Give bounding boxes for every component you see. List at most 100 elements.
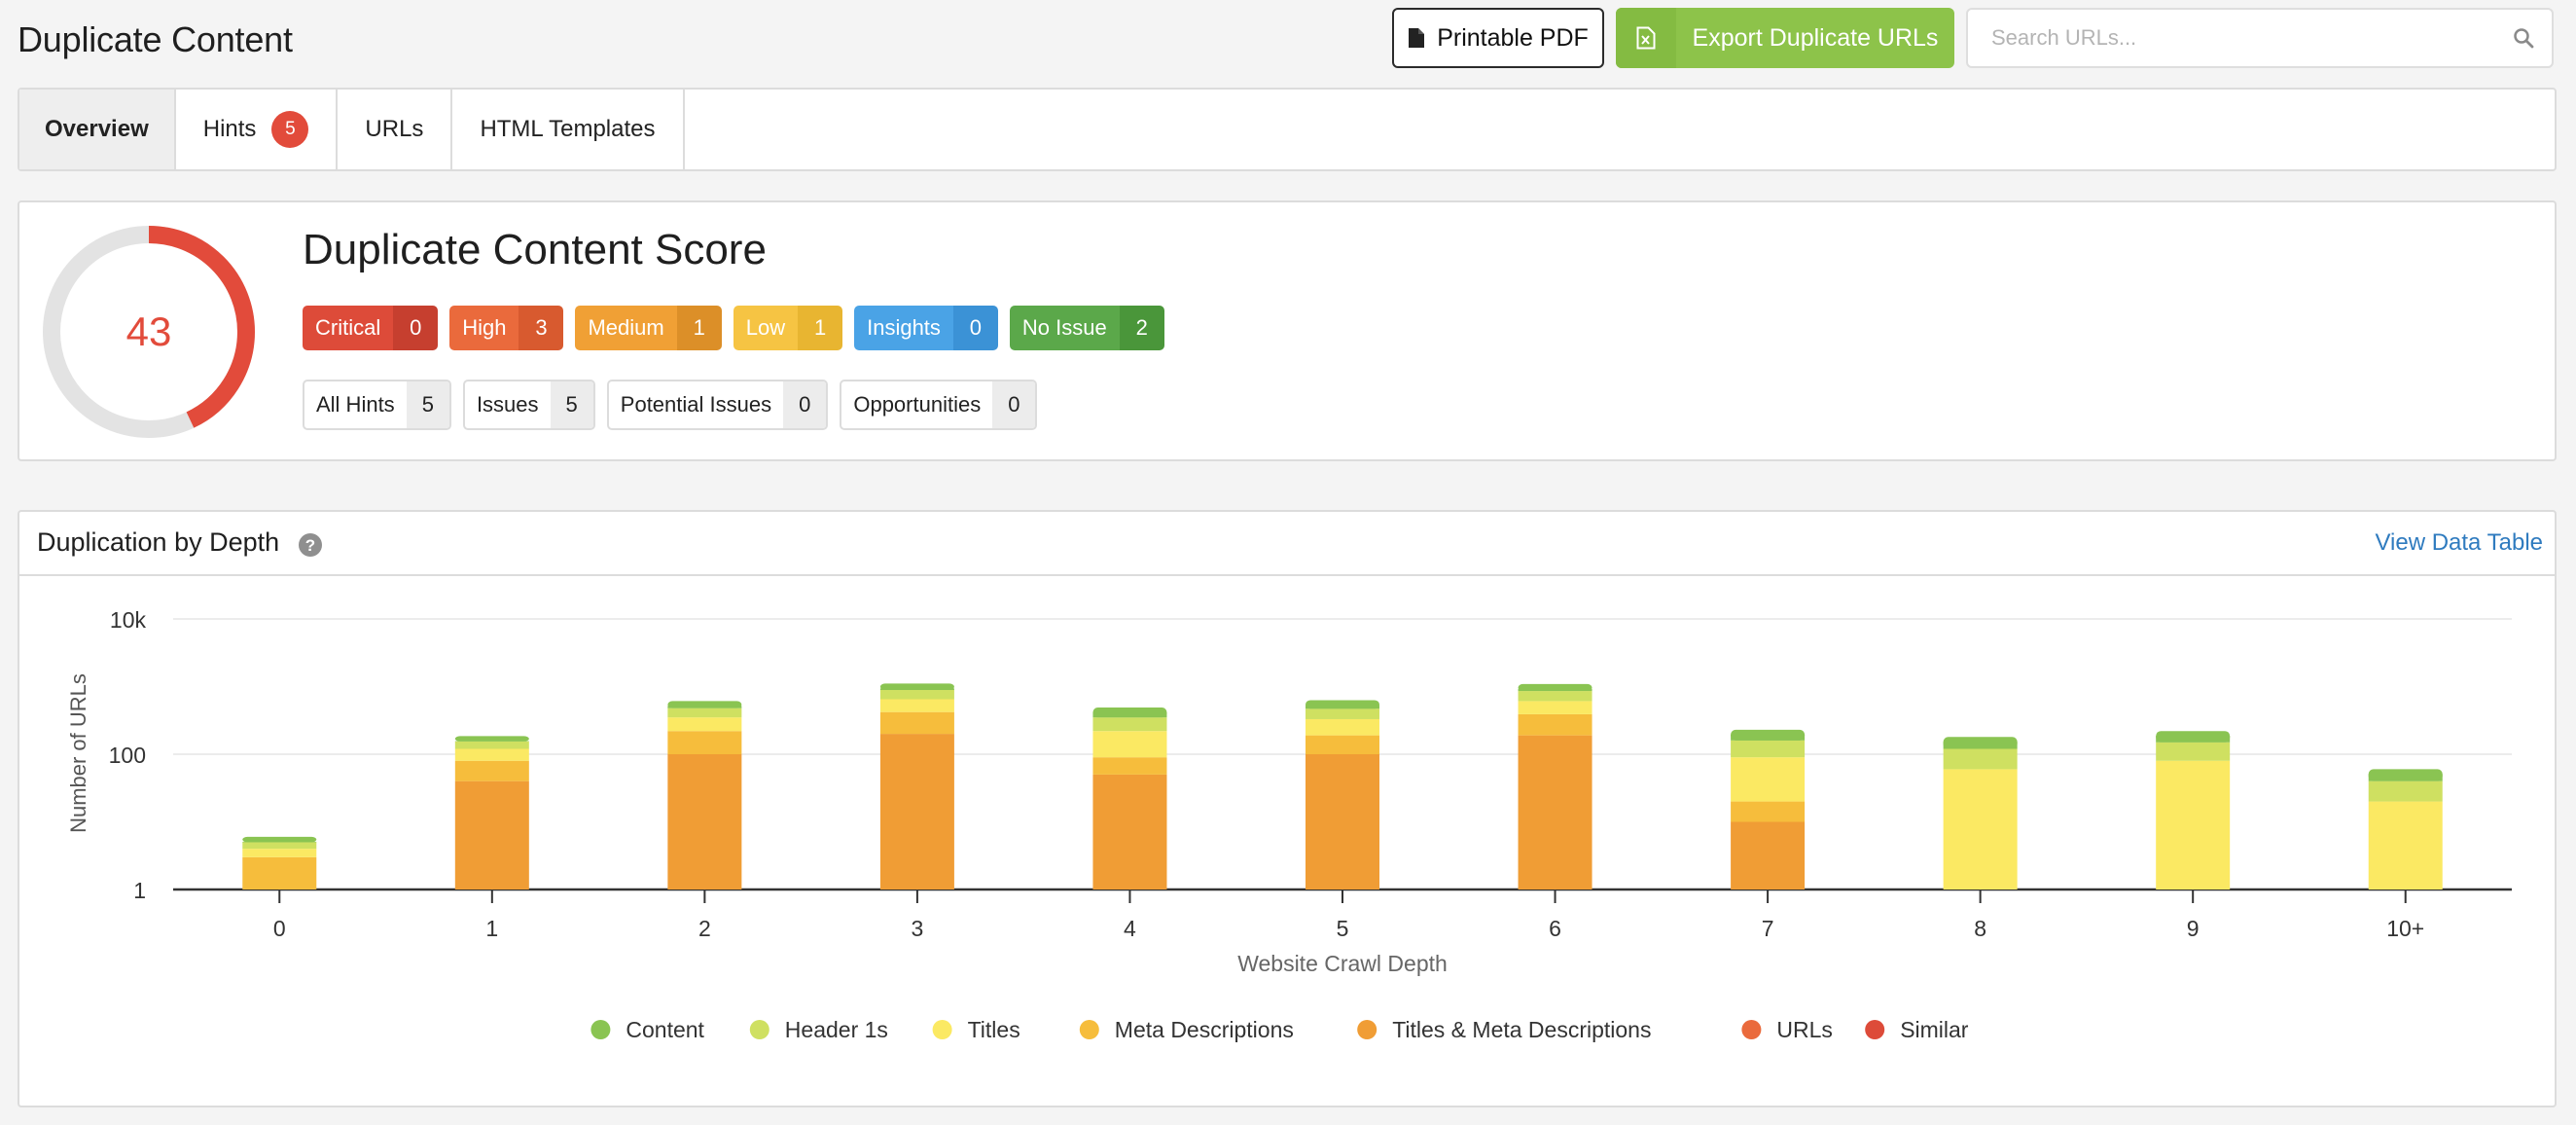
legend-swatch [749, 1020, 769, 1039]
bar-segment [667, 717, 742, 732]
severity-label: No Issue [1009, 306, 1120, 350]
bar-segment [667, 754, 742, 889]
hint-filter-issues[interactable]: Issues 5 [462, 380, 595, 430]
printable-pdf-button[interactable]: Printable PDF [1392, 8, 1604, 68]
severity-count: 0 [952, 306, 998, 350]
tab-hints[interactable]: Hints 5 [176, 90, 339, 169]
x-tick-label: 9 [2187, 916, 2200, 941]
hint-type-filters: All Hints 5 Issues 5 Potential Issues 0 Opport… [303, 380, 1038, 430]
bar-segment [1518, 735, 1592, 889]
x-tick-label: 7 [1762, 916, 1774, 941]
score-ring [43, 226, 255, 438]
legend-swatch [1357, 1020, 1377, 1039]
file-icon [1409, 28, 1425, 48]
severity-count: 2 [1119, 306, 1164, 350]
x-axis-title: Website Crawl Depth [1237, 951, 1448, 976]
legend-item: Similar [1900, 1017, 1969, 1042]
score-arc [43, 226, 255, 438]
bar-segment [2156, 736, 2231, 743]
bar-segment [667, 731, 742, 754]
excel-file-icon [1616, 8, 1676, 68]
severity-low-filter[interactable]: Low 1 [733, 306, 843, 350]
bar-segment [1306, 718, 1379, 736]
hint-filter-count: 0 [783, 381, 827, 428]
tab-overview[interactable]: Overview [19, 90, 176, 169]
bar-segment [879, 688, 954, 691]
legend-item: Header 1s [785, 1017, 888, 1042]
bar-segment [1731, 821, 1806, 889]
tab-urls[interactable]: URLs [338, 90, 453, 169]
y-tick-label: 100 [109, 743, 146, 768]
duplication-chart: 1 100 10k Number of URLs 0 1 2 3 4 5 6 7 8 9 10+ Websit… [66, 607, 2512, 1042]
bar-segment [242, 856, 317, 889]
x-tick-label: 4 [1124, 916, 1136, 941]
legend-swatch [590, 1020, 611, 1039]
bar-segment [1943, 742, 2018, 749]
svg-text:?: ? [305, 536, 315, 555]
score-title: Duplicate Content Score [303, 226, 767, 273]
tab-html-templates[interactable]: HTML Templates [452, 90, 685, 169]
bar-segment [454, 741, 529, 749]
tab-html-templates-label: HTML Templates [480, 116, 656, 142]
tab-bar: Overview Hints 5 URLs HTML Templates [18, 88, 2557, 171]
tab-overview-label: Overview [45, 116, 149, 142]
severity-critical-filter[interactable]: Critical 0 [303, 306, 439, 350]
bar-segment [1731, 740, 1806, 758]
hint-filter-potential-issues[interactable]: Potential Issues 0 [606, 380, 829, 430]
severity-count: 0 [393, 306, 439, 350]
x-tick-label: 10+ [2386, 916, 2424, 941]
severity-label: Low [733, 306, 799, 350]
search-box [1966, 8, 2554, 68]
x-tick-label: 1 [485, 916, 498, 941]
search-input[interactable] [1989, 24, 2513, 52]
legend-item: Meta Descriptions [1115, 1017, 1294, 1042]
bar-segment [879, 711, 954, 735]
bar-segment [1518, 713, 1592, 736]
severity-label: High [449, 306, 519, 350]
severity-label: Insights [854, 306, 953, 350]
x-tick-label: 2 [698, 916, 711, 941]
bar-segment [2156, 742, 2231, 761]
bar-segment [454, 736, 529, 742]
y-tick-label: 1 [133, 878, 146, 903]
bar-segment [1518, 688, 1592, 692]
bar-segment [1306, 708, 1379, 719]
severity-high-filter[interactable]: High 3 [449, 306, 564, 350]
export-duplicate-urls-button[interactable]: Export Duplicate URLs [1616, 8, 1954, 68]
severity-insights-filter[interactable]: Insights 0 [854, 306, 998, 350]
legend-item: Titles [968, 1017, 1020, 1042]
bar-segment [879, 734, 954, 889]
search-icon[interactable] [2513, 27, 2534, 49]
hint-filter-count: 5 [550, 381, 593, 428]
score-card: 43 Duplicate Content Score Critical 0 High… [18, 200, 2557, 461]
bar-segment [1518, 691, 1592, 702]
hint-filter-all-hints[interactable]: All Hints 5 [303, 380, 451, 430]
bar-segment [1731, 734, 1806, 741]
severity-count: 1 [676, 306, 722, 350]
legend-swatch [1079, 1020, 1099, 1039]
printable-pdf-label: Printable PDF [1437, 23, 1589, 52]
legend-swatch [932, 1020, 952, 1039]
bar-segment [879, 690, 954, 700]
severity-medium-filter[interactable]: Medium 1 [575, 306, 722, 350]
export-duplicate-urls-label: Export Duplicate URLs [1692, 23, 1939, 52]
bar-segment [1092, 717, 1167, 732]
legend-item: Titles & Meta Descriptions [1392, 1017, 1651, 1042]
hints-count-badge: 5 [271, 111, 309, 148]
hint-filter-label: All Hints [316, 392, 395, 417]
bar-segment [667, 706, 742, 708]
hint-filter-opportunities[interactable]: Opportunities 0 [840, 380, 1038, 430]
bar-segment [1092, 712, 1167, 718]
severity-no-issue-filter[interactable]: No Issue 2 [1009, 306, 1164, 350]
severity-filters: Critical 0 High 3 Medium 1 Low 1 Insights 0 No Iss… [303, 306, 1164, 350]
bar-segment [667, 708, 742, 718]
bar-segment [2368, 774, 2443, 781]
bar-segment [1518, 701, 1592, 714]
view-data-table-link[interactable]: View Data Table [2375, 529, 2543, 556]
bar-segment [1092, 731, 1167, 758]
bar-segment [454, 780, 529, 889]
tab-urls-label: URLs [365, 116, 424, 142]
question-circle-icon[interactable]: ? [298, 532, 323, 558]
y-tick-label: 10k [110, 607, 147, 633]
bar-segment [2368, 780, 2443, 802]
